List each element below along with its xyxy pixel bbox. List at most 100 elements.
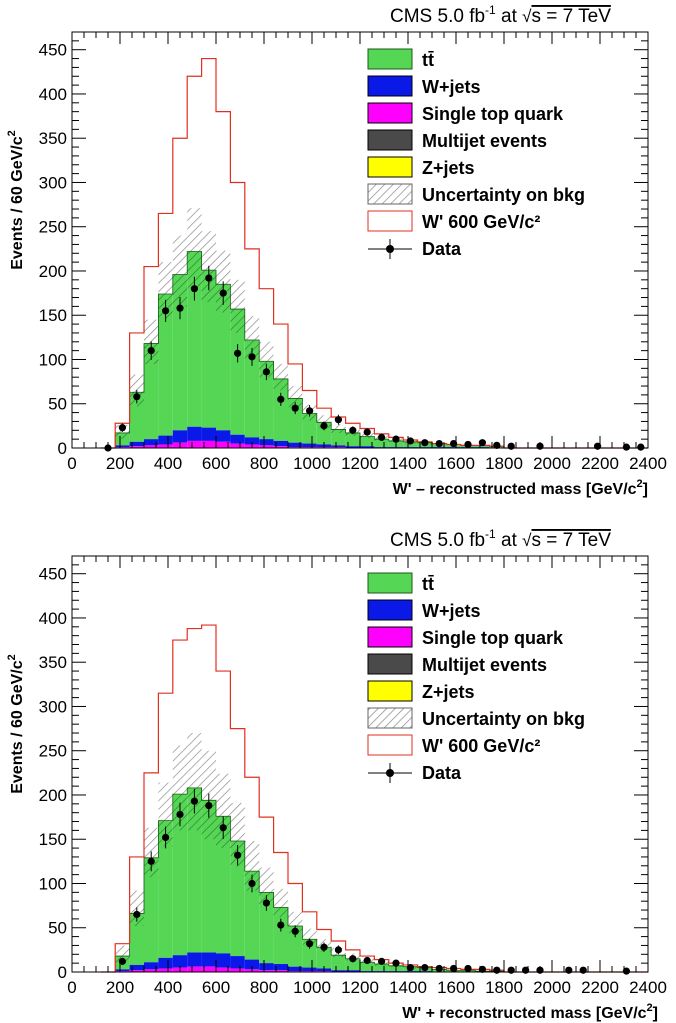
legend-swatch — [367, 156, 413, 178]
data-point — [234, 851, 242, 859]
legend-data-marker — [386, 245, 394, 253]
uncertainty-overlay — [331, 429, 346, 433]
wjets-bar — [201, 952, 216, 967]
wjets-bar — [302, 443, 317, 448]
data-point — [162, 307, 170, 315]
ttbar-bar — [288, 925, 303, 967]
data-point — [147, 857, 155, 865]
singletop-bar — [144, 445, 159, 448]
data-point — [147, 347, 155, 355]
x-tick-label: 2000 — [533, 978, 571, 997]
singletop-bar — [144, 969, 159, 972]
data-point — [262, 899, 270, 907]
singletop-bar — [187, 966, 202, 972]
data-point — [320, 943, 328, 951]
wjets-bar — [216, 430, 231, 442]
legend-swatch — [367, 210, 413, 232]
uncertainty-band — [331, 424, 346, 433]
ttbar-bar — [244, 871, 260, 960]
data-point — [435, 964, 443, 973]
x-axis-label-bottom: W' + reconstructed mass [GeV/c2] — [402, 1002, 658, 1022]
wjets-bar — [129, 964, 144, 971]
plot-area-bottom: 0 200 400 600 800 1000 1200 1400 1600 1800 2000 220… — [39, 555, 667, 997]
uncertainty-overlay — [273, 907, 288, 918]
wjets-bar — [244, 959, 260, 970]
ttbar-bar — [273, 907, 288, 965]
data-point — [320, 422, 328, 430]
y-tick-label: 450 — [39, 565, 67, 584]
wjets-bar — [144, 439, 159, 446]
uncertainty-overlay — [345, 432, 360, 436]
legend-label: W+jets — [422, 77, 481, 97]
uncertainty-overlay — [302, 413, 317, 421]
legend-swatch — [367, 572, 413, 594]
data-point — [507, 442, 515, 450]
y-tick-label: 350 — [39, 653, 67, 672]
data-point — [478, 965, 486, 973]
data-point — [421, 963, 429, 972]
ttbar-bar — [374, 439, 389, 448]
data-point — [392, 959, 400, 967]
data-point — [406, 963, 414, 972]
panel-bottom: CMS 5.0 fb-1 at √s = 7 TeV 0 200 400 600 800… — [6, 527, 667, 1022]
legend-label: Z+jets — [422, 682, 475, 702]
x-tick-label: 600 — [202, 454, 230, 473]
data-point — [234, 349, 242, 357]
data-point — [334, 946, 342, 954]
legend-label: W+jets — [422, 601, 481, 621]
uncertainty-overlay — [273, 378, 288, 391]
ttbar-bar — [288, 398, 303, 443]
data-point — [637, 443, 645, 451]
wjets-bar — [187, 952, 202, 967]
legend-swatch — [367, 102, 413, 124]
x-tick-label: 1000 — [293, 978, 331, 997]
x-tick-label: 400 — [154, 454, 182, 473]
legend-label: W' 600 GeV/c² — [422, 736, 540, 756]
legend-swatch — [367, 129, 413, 151]
x-tick-label: 2200 — [581, 454, 619, 473]
ttbar-bar — [302, 413, 317, 444]
data-point — [306, 407, 314, 415]
data-point — [435, 439, 443, 448]
singletop-bar — [158, 968, 173, 972]
data-point — [579, 966, 587, 974]
legend-swatch — [367, 599, 413, 621]
ttbar-bar — [360, 436, 375, 447]
x-tick-label: 1600 — [437, 978, 475, 997]
ttbar-bar — [144, 857, 159, 963]
wjets-bar — [172, 430, 188, 443]
y-tick-label: 150 — [39, 830, 67, 849]
data-point — [133, 393, 141, 401]
ttbar-bar — [345, 958, 360, 971]
legend-label: Uncertainty on bkg — [422, 185, 585, 205]
wjets-bar — [172, 955, 188, 968]
x-tick-label: 800 — [250, 978, 278, 997]
wjets-bar — [331, 970, 346, 972]
y-tick-label: 50 — [48, 395, 67, 414]
data-point — [190, 285, 198, 293]
data-point — [118, 424, 126, 432]
ttbar-bar — [331, 429, 346, 446]
singletop-bar — [273, 446, 288, 448]
wjets-bar — [129, 441, 144, 447]
wjets-bar — [360, 446, 375, 448]
ttbar-bar — [345, 432, 360, 447]
data-point — [291, 927, 299, 935]
wjets-bar — [158, 435, 173, 445]
legend-swatch — [367, 680, 413, 702]
x-tick-label: 0 — [67, 454, 76, 473]
wjets-bar — [345, 446, 360, 448]
legend-label: Single top quark — [422, 628, 564, 648]
x-tick-label: 400 — [154, 978, 182, 997]
data-point — [118, 957, 126, 965]
ttbar-bar — [187, 251, 202, 427]
data-point — [248, 353, 256, 361]
legend-label: Uncertainty on bkg — [422, 709, 585, 729]
ttbar-bar — [158, 293, 173, 436]
singletop-bar — [201, 966, 216, 972]
ttbar-bar — [374, 964, 389, 972]
singletop-bar — [259, 970, 274, 972]
data-point — [363, 428, 371, 436]
singletop-bar — [129, 970, 144, 972]
legend-swatch — [367, 707, 413, 729]
